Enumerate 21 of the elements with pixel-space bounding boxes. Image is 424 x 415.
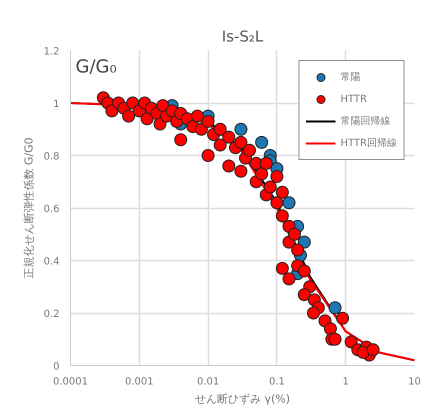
y-tick-label: 1.2 (44, 46, 60, 58)
x-tick-label: 0.0001 (53, 376, 88, 388)
y-tick-label: 1 (53, 99, 60, 110)
annotation: G/G₀ (76, 56, 117, 78)
legend-label: HTTR回帰線 (340, 137, 397, 150)
chart-title: Is-S₂L (222, 28, 264, 46)
x-tick-label: 0.001 (124, 376, 154, 388)
y-tick-label: 0.4 (44, 256, 60, 268)
x-axis-title: せん断ひずみ γ(%) (194, 392, 290, 406)
x-tick-label: 0.1 (268, 376, 285, 388)
legend-label: 常陽回帰線 (340, 114, 390, 128)
x-tick-label: 0.01 (196, 376, 220, 388)
y-tick-label: 0.6 (44, 204, 60, 215)
y-tick-label: 0.8 (44, 152, 60, 162)
legend-label: HTTR (340, 94, 367, 104)
x-tick-label: 1 (342, 376, 349, 388)
y-tick-label: 0.2 (44, 309, 60, 320)
y-tick-label: 0 (53, 362, 60, 372)
y-axis-title: 正規化せん断弾性係数 G/G0 (22, 137, 36, 279)
legend-label: 常陽 (340, 70, 360, 84)
x-tick-label: 10 (408, 376, 421, 388)
